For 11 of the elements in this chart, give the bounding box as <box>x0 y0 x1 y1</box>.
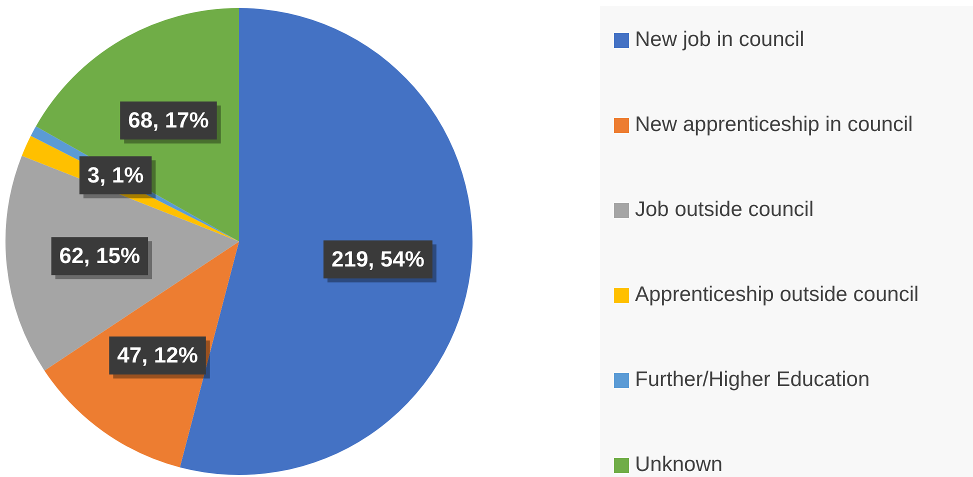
data-label: 47, 12% <box>117 342 198 368</box>
data-label: 68, 17% <box>128 108 209 133</box>
data-label: 62, 15% <box>59 243 140 268</box>
data-label: 219, 54% <box>331 246 424 272</box>
data-label: 3, 1% <box>87 162 144 188</box>
legend-label: Job outside council <box>635 197 815 223</box>
legend-label: New apprenticeship in council <box>635 112 914 138</box>
legend-label: Apprenticeship outside council <box>635 282 920 308</box>
legend-label: Unknown <box>635 452 724 477</box>
legend-label: New job in council <box>635 27 806 53</box>
legend-label: Further/Higher Education <box>635 367 871 393</box>
